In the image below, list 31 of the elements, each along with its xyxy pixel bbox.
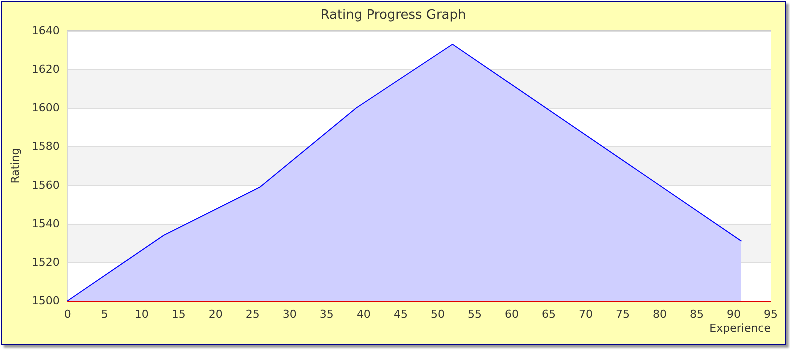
y-tick-label: 1620: [32, 63, 60, 76]
x-axis-title: Experience: [710, 322, 772, 335]
y-tick-label: 1540: [32, 217, 60, 230]
x-tick-label: 50: [430, 308, 445, 321]
y-tick-label: 1500: [32, 294, 60, 308]
y-tick-label: 1560: [32, 178, 60, 192]
chart-title: Rating Progress Graph: [320, 8, 466, 23]
x-tick-label: 70: [578, 308, 593, 321]
x-tick-label: 95: [764, 308, 778, 321]
x-tick-label: 90: [726, 308, 741, 321]
x-tick-label: 20: [208, 308, 223, 321]
y-tick-label: 1580: [32, 140, 60, 154]
x-tick-label: 25: [246, 308, 260, 321]
x-tick-label: 30: [282, 308, 297, 321]
x-tick-label: 75: [616, 308, 630, 321]
x-tick-label: 0: [64, 308, 72, 321]
y-tick-label: 1520: [32, 256, 60, 269]
x-tick-label: 55: [468, 308, 482, 321]
x-tick-label: 65: [542, 308, 556, 321]
x-tick-label: 10: [134, 308, 149, 321]
y-tick-label: 1600: [32, 102, 60, 115]
x-tick-label: 80: [652, 308, 667, 321]
x-tick-label: 60: [504, 308, 519, 321]
y-tick-label: 1640: [32, 24, 60, 38]
x-tick-label: 15: [172, 308, 186, 321]
x-tick-label: 40: [356, 308, 371, 321]
y-axis-title: Rating: [9, 148, 22, 184]
x-tick-label: 85: [690, 308, 704, 321]
x-tick-label: 35: [320, 308, 334, 321]
x-tick-label: 45: [394, 308, 408, 321]
x-tick-label: 5: [101, 308, 108, 321]
